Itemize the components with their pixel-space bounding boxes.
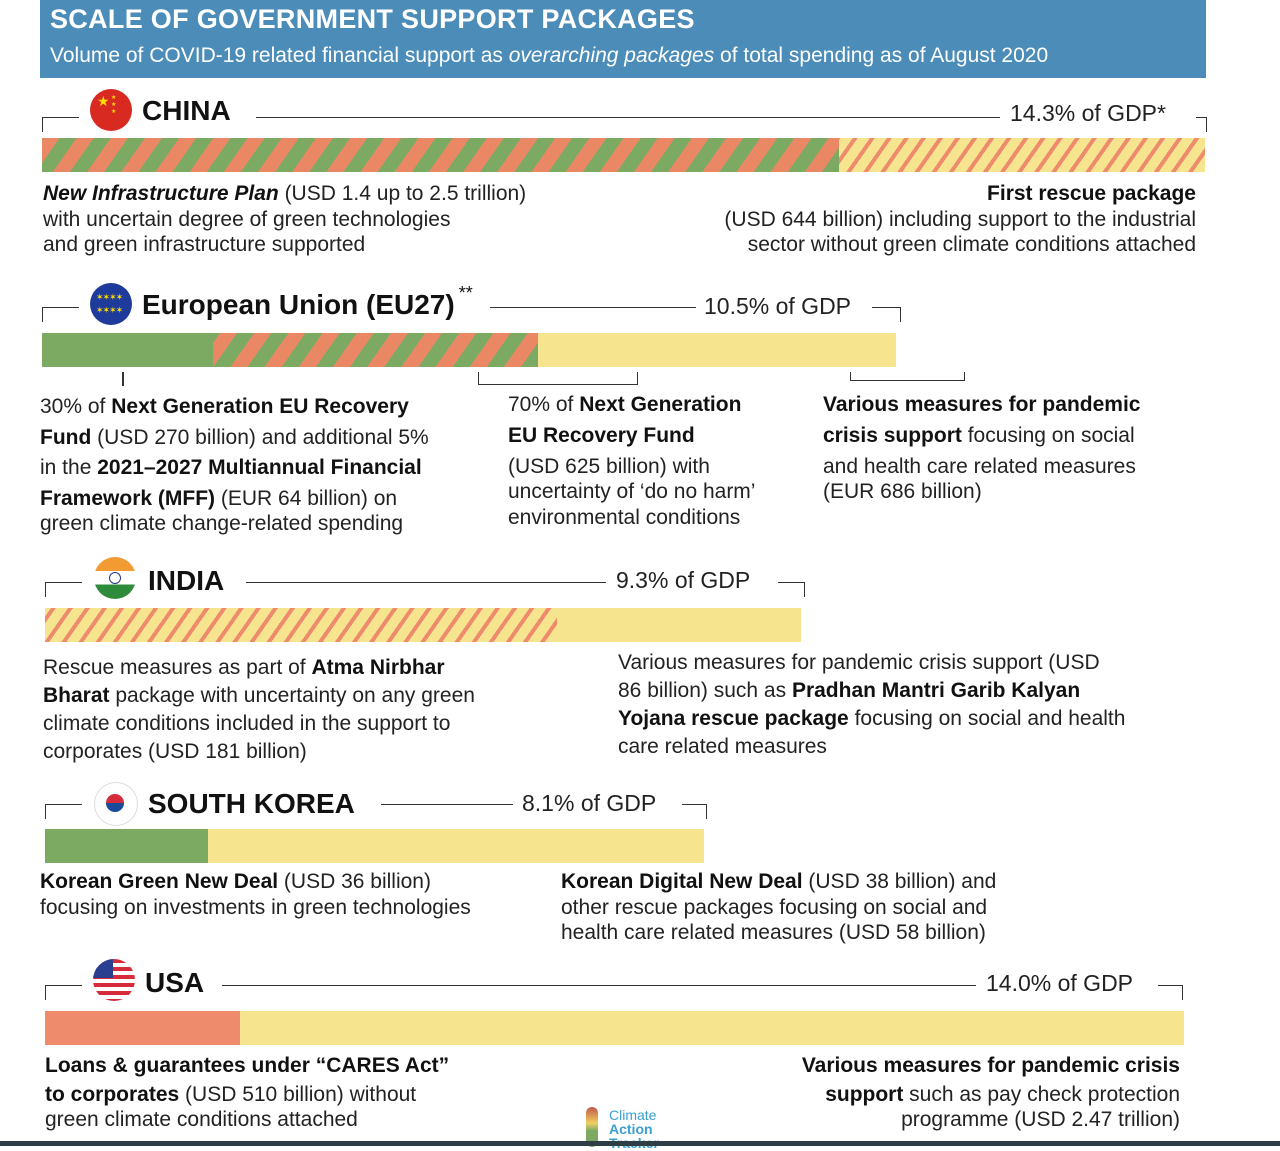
gdp-label-usa: 14.0% of GDP — [978, 970, 1142, 997]
infographic-title: SCALE OF GOVERNMENT SUPPORT PACKAGES — [50, 4, 695, 34]
bar-segment-green-red-striped — [212, 333, 539, 367]
bar-segment-yellow — [207, 829, 704, 863]
divider-line — [256, 117, 1000, 118]
gdp-label-china: 14.3% of GDP* — [1002, 100, 1174, 127]
bar-segment-green — [42, 333, 213, 367]
thermometer-logo-icon — [586, 1107, 598, 1147]
bracket-left — [42, 307, 79, 322]
china-left-note: New Infrastructure Plan (USD 1.4 up to 2… — [43, 182, 527, 256]
bar-india — [45, 608, 802, 642]
bar-segment-red — [45, 1011, 241, 1045]
bar-segment-yellow-red-striped — [839, 138, 1205, 172]
bracket-left — [42, 117, 79, 132]
country-name-china: CHINA — [142, 95, 231, 126]
usa-right-note: Various measures for pandemic crisis supp… — [801, 1054, 1180, 1131]
bar-segment-yellow — [240, 1011, 1184, 1045]
divider-line — [381, 804, 513, 805]
bar-usa — [45, 1011, 1184, 1045]
bracket-right — [1196, 117, 1207, 132]
bar-segment-green-red-striped — [42, 138, 840, 172]
india-right-note: Various measures for pandemic crisis sup… — [618, 651, 1126, 758]
india-left-note: Rescue measures as part of Atma Nirbhar B… — [43, 656, 475, 763]
bracket-left — [45, 804, 82, 819]
country-name-india: INDIA — [148, 565, 225, 596]
bracket-right — [778, 582, 805, 597]
infographic-subtitle: Volume of COVID-19 related financial sup… — [50, 44, 1048, 68]
bar-segment-yellow — [557, 608, 802, 642]
country-name-usa: USA — [145, 967, 205, 998]
china-flag-icon: ★ ★ ★ ★ — [90, 89, 132, 131]
bracket-right — [1158, 985, 1183, 1000]
bottom-bar — [0, 1141, 1280, 1146]
bar-china — [42, 138, 1205, 172]
south-korea-flag-icon — [94, 782, 138, 826]
korea-left-note: Korean Green New Deal (USD 36 billion) fo… — [40, 870, 471, 919]
gdp-label-india: 9.3% of GDP — [608, 567, 759, 594]
korea-right-note: Korean Digital New Deal (USD 38 billion)… — [561, 870, 997, 944]
divider-line — [490, 307, 700, 308]
bar-segment-green — [45, 829, 208, 863]
india-flag-icon — [94, 557, 136, 599]
bracket-left — [45, 985, 82, 1000]
bar-south-korea — [45, 829, 704, 863]
subtitle-text: Volume of COVID-19 related financial sup… — [50, 44, 509, 67]
country-name-south-korea: SOUTH KOREA — [148, 788, 355, 819]
eu-flag-icon: ✶✶✶✶ ✶✶✶✶ — [90, 283, 132, 325]
china-right-note: First rescue package (USD 644 billion) in… — [724, 182, 1196, 256]
bracket-right — [872, 307, 901, 322]
country-name-eu: European Union (EU27) — [142, 289, 455, 320]
subtitle-emphasis: overarching packages — [508, 44, 715, 67]
gdp-label-eu: 10.5% of GDP — [696, 293, 860, 320]
eu-note-1: 30% of Next Generation EU Recovery Fund (… — [40, 395, 429, 535]
bar-segment-yellow — [538, 333, 896, 367]
footnote-marker: ** — [458, 283, 473, 303]
bracket-left — [45, 582, 82, 597]
bar-eu — [42, 333, 896, 367]
bracket-right — [682, 804, 707, 819]
divider-line — [246, 582, 606, 583]
pointer-tick — [122, 372, 124, 386]
eu-note-3: Various measures for pandemic crisis supp… — [823, 393, 1141, 503]
eu-note-2: 70% of Next Generation EU Recovery Fund (U… — [508, 393, 756, 529]
bar-segment-yellow-red-striped — [45, 608, 558, 642]
divider-line — [222, 985, 976, 986]
usa-left-note: Loans & guarantees under “CARES Act” to c… — [45, 1054, 450, 1131]
gdp-label-south-korea: 8.1% of GDP — [514, 790, 665, 817]
pointer-bracket — [478, 372, 638, 385]
subtitle-text: of total spending as of August 2020 — [714, 44, 1049, 67]
pointer-bracket — [850, 372, 965, 381]
header-banner: SCALE OF GOVERNMENT SUPPORT PACKAGES Vol… — [40, 0, 1206, 78]
country-name-eu-wrapper: European Union (EU27) ** — [142, 283, 479, 321]
usa-flag-icon — [93, 959, 135, 1001]
